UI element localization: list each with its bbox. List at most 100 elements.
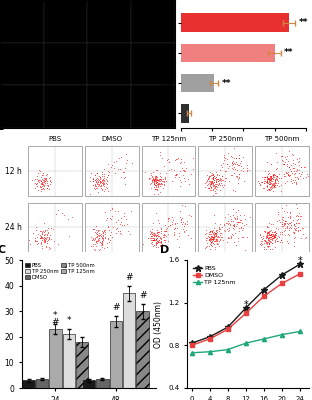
Bar — [87, 43, 131, 85]
Point — [286, 169, 291, 175]
Point — [275, 238, 280, 244]
Bar — [181, 14, 289, 32]
Point — [191, 166, 196, 172]
Point — [39, 231, 44, 238]
Point — [212, 184, 217, 191]
Point — [157, 181, 162, 188]
Point — [183, 220, 188, 226]
Bar — [76, 342, 88, 388]
Point — [111, 223, 116, 230]
Point — [100, 180, 105, 186]
Point — [44, 180, 49, 186]
Point — [166, 156, 171, 162]
Point — [93, 176, 98, 182]
Point — [271, 232, 276, 239]
Point — [292, 177, 297, 183]
Point — [282, 220, 287, 226]
Point — [269, 176, 274, 182]
Point — [234, 158, 239, 165]
Point — [43, 226, 48, 233]
Point — [218, 230, 223, 236]
Point — [293, 226, 298, 232]
Point — [158, 238, 163, 245]
Point — [267, 186, 272, 193]
Point — [304, 234, 309, 240]
Point — [160, 181, 165, 188]
Point — [100, 186, 105, 192]
Point — [272, 178, 277, 184]
Point — [282, 173, 287, 180]
Point — [100, 232, 105, 238]
Point — [204, 242, 209, 249]
Point — [45, 228, 50, 235]
Point — [42, 186, 47, 193]
Point — [244, 164, 249, 171]
Point — [94, 234, 99, 240]
Point — [281, 171, 286, 178]
Point — [295, 213, 300, 219]
Point — [88, 170, 93, 176]
Point — [164, 228, 169, 234]
Point — [277, 231, 282, 238]
Point — [209, 236, 214, 242]
Point — [97, 232, 102, 238]
Point — [273, 177, 278, 184]
Point — [94, 176, 99, 183]
Point — [98, 184, 103, 191]
Point — [175, 170, 180, 177]
Point — [233, 222, 238, 229]
Point — [172, 228, 177, 235]
Point — [267, 177, 272, 184]
Point — [210, 238, 215, 244]
Point — [170, 220, 175, 227]
Point — [209, 235, 214, 241]
Point — [39, 180, 44, 187]
Point — [39, 179, 44, 185]
Point — [232, 239, 236, 245]
Point — [217, 238, 222, 244]
Point — [152, 178, 157, 184]
Point — [112, 170, 117, 177]
Point — [266, 181, 271, 188]
Point — [155, 178, 160, 185]
Point — [217, 243, 222, 250]
Text: C: C — [0, 245, 6, 255]
Point — [97, 178, 102, 184]
Point — [267, 175, 272, 182]
Point — [207, 175, 212, 181]
Point — [238, 212, 243, 218]
Point — [98, 174, 103, 180]
Point — [105, 235, 110, 241]
Point — [207, 174, 212, 180]
Point — [214, 227, 219, 234]
Point — [213, 176, 218, 182]
Point — [171, 166, 176, 173]
Point — [230, 160, 235, 166]
Point — [294, 179, 299, 185]
Point — [268, 173, 273, 180]
Point — [152, 237, 157, 243]
Point — [261, 173, 266, 180]
Point — [267, 232, 272, 239]
Point — [209, 240, 214, 246]
Point — [304, 171, 309, 177]
Point — [211, 173, 216, 179]
Point — [203, 178, 208, 185]
Point — [272, 229, 277, 236]
Point — [49, 179, 54, 185]
Point — [207, 234, 212, 240]
Point — [272, 234, 277, 241]
Point — [277, 229, 282, 235]
Point — [96, 227, 101, 234]
Point — [268, 185, 273, 192]
Point — [172, 221, 177, 228]
Point — [279, 221, 284, 228]
Point — [158, 180, 163, 187]
Bar — [0, 0, 44, 43]
Point — [152, 179, 157, 185]
Point — [267, 181, 272, 187]
Point — [153, 186, 158, 192]
Point — [236, 152, 241, 158]
Point — [109, 234, 114, 240]
Point — [236, 155, 241, 161]
